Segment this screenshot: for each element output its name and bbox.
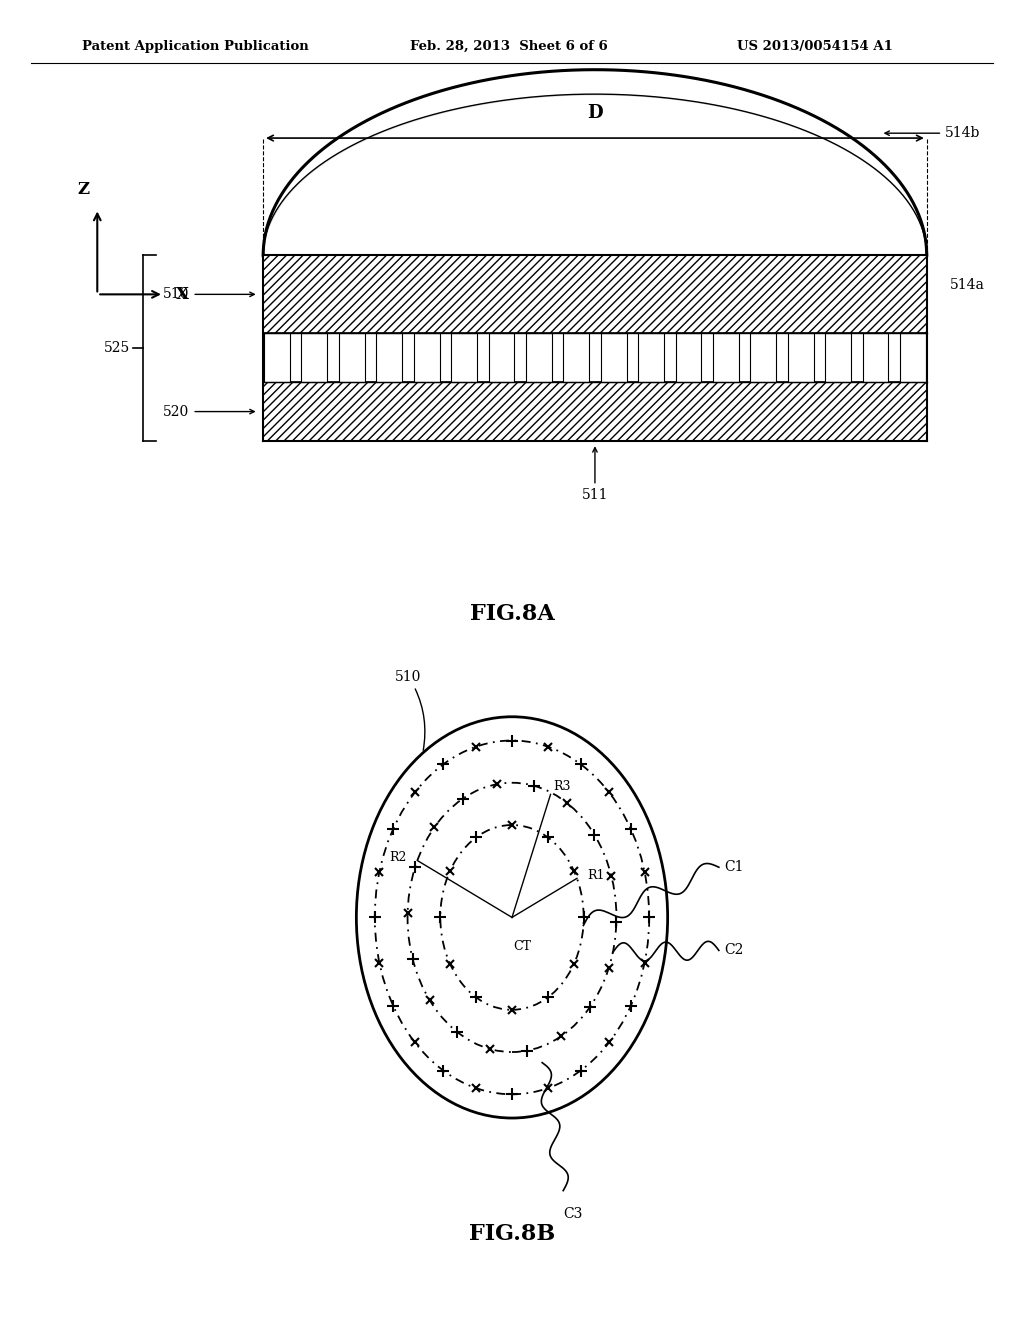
Bar: [713, 334, 738, 383]
Text: US 2013/0054154 A1: US 2013/0054154 A1: [737, 40, 893, 53]
Text: R1: R1: [588, 869, 605, 882]
Bar: [563, 334, 589, 383]
Text: Z: Z: [78, 181, 90, 198]
Text: Patent Application Publication: Patent Application Publication: [82, 40, 308, 53]
Bar: [638, 334, 664, 383]
Bar: [862, 334, 889, 383]
Text: C2: C2: [724, 944, 743, 957]
Bar: [526, 334, 552, 383]
Text: FIG.8A: FIG.8A: [470, 603, 554, 624]
Text: X: X: [176, 286, 189, 302]
Text: 510: 510: [395, 669, 425, 750]
Bar: [301, 334, 328, 383]
Bar: [339, 334, 365, 383]
Bar: [676, 334, 701, 383]
Text: 511: 511: [582, 447, 608, 503]
Bar: [787, 334, 814, 383]
Text: R3: R3: [553, 780, 570, 793]
Bar: [751, 334, 776, 383]
Text: 514a: 514a: [950, 277, 985, 292]
Bar: [601, 334, 627, 383]
Text: Feb. 28, 2013  Sheet 6 of 6: Feb. 28, 2013 Sheet 6 of 6: [410, 40, 607, 53]
Bar: [414, 334, 439, 383]
Text: FIG.8B: FIG.8B: [469, 1224, 555, 1245]
Text: C1: C1: [724, 861, 743, 874]
Text: 510: 510: [163, 288, 254, 301]
Bar: [488, 334, 514, 383]
Text: CT: CT: [513, 940, 531, 953]
Bar: [825, 334, 851, 383]
Text: R2: R2: [389, 851, 407, 865]
Bar: [263, 383, 927, 441]
Bar: [376, 334, 402, 383]
Bar: [452, 334, 477, 383]
Text: D: D: [587, 104, 603, 123]
Bar: [264, 334, 290, 383]
Text: C3: C3: [563, 1208, 583, 1221]
Text: 520: 520: [163, 404, 254, 418]
Text: 525: 525: [103, 341, 130, 355]
Bar: [900, 334, 926, 383]
Text: 514b: 514b: [885, 127, 981, 140]
Bar: [263, 255, 927, 334]
